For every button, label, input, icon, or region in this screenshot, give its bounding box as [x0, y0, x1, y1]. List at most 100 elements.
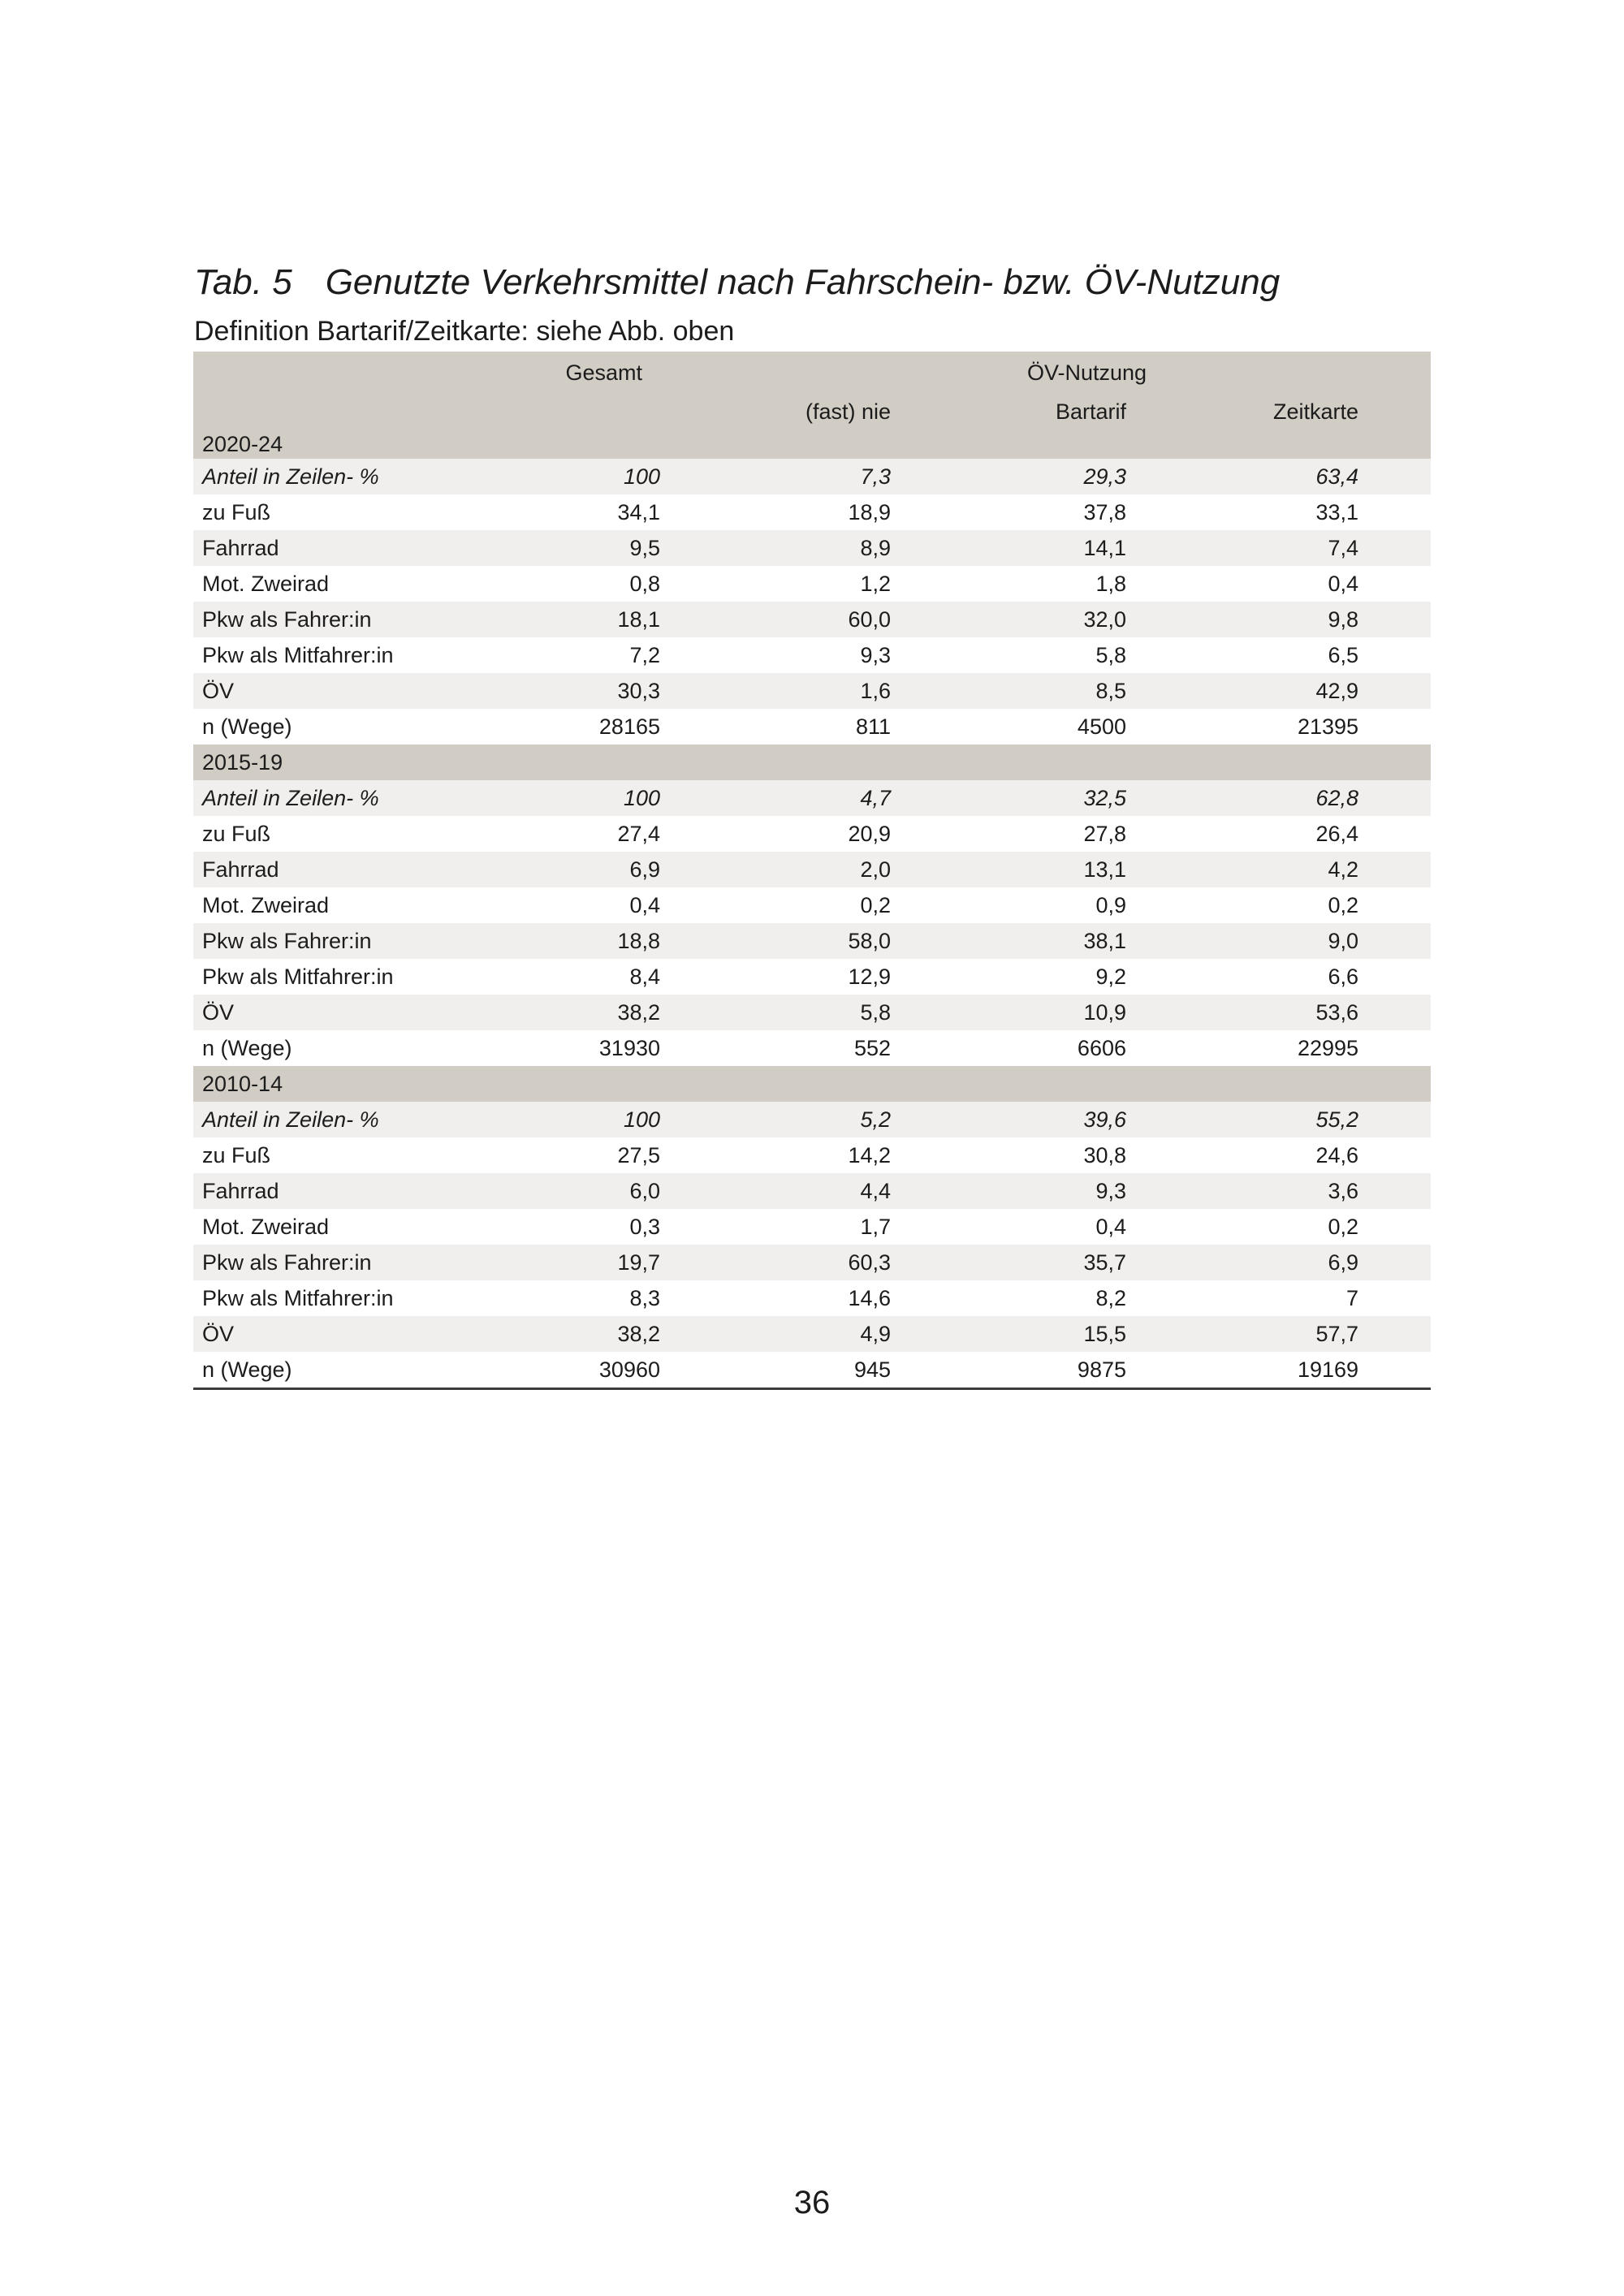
- row-label: Pkw als Mitfahrer:in: [202, 1285, 394, 1310]
- page-number: 36: [793, 2185, 831, 2220]
- cell-value: 8,4: [629, 964, 660, 989]
- cell-value: 9,3: [860, 642, 891, 667]
- cell-value: 60,0: [660, 602, 891, 637]
- table-row: Anteil in Zeilen- % 100 7,3 29,3 63,4: [193, 459, 1432, 494]
- cell-value: 4,9: [660, 1316, 891, 1352]
- table-row: Fahrrad 6,0 4,4 9,3 3,6: [193, 1173, 1432, 1209]
- section-header-row: 2015-19: [193, 744, 1432, 780]
- row-label: Fahrrad: [193, 852, 429, 887]
- cell-value: 4,4: [660, 1173, 891, 1209]
- table-caption: Tab. 5 Genutzte Verkehrsmittel nach Fahrs…: [194, 265, 1280, 300]
- header-empty-cell: [429, 394, 660, 429]
- cell-value: 1,7: [860, 1214, 891, 1239]
- table-caption-number: Tab. 5: [194, 262, 292, 302]
- table-row: ÖV 38,2 4,9 15,5 57,7: [193, 1316, 1432, 1352]
- cell-value: 27,5: [617, 1142, 660, 1167]
- cell-value: 32,0: [891, 602, 1126, 637]
- cell-value: 4,2: [1126, 852, 1432, 887]
- cell-value: 6,0: [429, 1173, 660, 1209]
- cell-value: 0,4: [1095, 1214, 1126, 1239]
- row-label: Mot. Zweirad: [202, 892, 330, 917]
- cell-value: 9,3: [891, 1173, 1126, 1209]
- cell-value: 7,4: [1126, 530, 1432, 566]
- data-table: Gesamt ÖV-Nutzung (fast) nie Bartarif Ze…: [193, 352, 1432, 1390]
- row-label: zu Fuß: [202, 821, 271, 846]
- cell-value: 58,0: [660, 923, 891, 959]
- table-caption-title: Genutzte Verkehrsmittel nach Fahrschein-…: [325, 262, 1281, 302]
- cell-value: 62,8: [1126, 780, 1432, 816]
- cell-value: 100: [429, 1102, 660, 1137]
- table-row: Fahrrad 6,9 2,0 13,1 4,2: [193, 852, 1432, 887]
- cell-value: 15,5: [891, 1316, 1126, 1352]
- section-period-label: 2020-24: [193, 429, 429, 459]
- cell-value: 13,1: [891, 852, 1126, 887]
- cell-value: 1,2: [860, 571, 891, 596]
- cell-value: 100: [429, 459, 660, 494]
- table-row: Fahrrad 9,5 8,9 14,1 7,4: [193, 530, 1432, 566]
- table-row: n (Wege) 28165 811 4500 21395: [193, 709, 1431, 744]
- row-label: Pkw als Fahrer:in: [193, 1245, 429, 1280]
- row-label: n (Wege): [202, 714, 292, 739]
- cell-value: 0,8: [629, 571, 660, 596]
- cell-value: 0,3: [629, 1214, 660, 1239]
- row-label: Fahrrad: [193, 1173, 429, 1209]
- cell-value: 100: [429, 780, 660, 816]
- cell-value: 28165: [598, 714, 660, 739]
- table-row: zu Fuß 27,4 20,9 27,8 26,4: [193, 816, 1431, 852]
- table-row: zu Fuß 27,5 14,2 30,8 24,6: [193, 1137, 1431, 1173]
- table-row: Pkw als Mitfahrer:in 7,2 9,3 5,8 6,5: [193, 637, 1431, 673]
- cell-value: 10,9: [891, 995, 1126, 1030]
- row-label: zu Fuß: [202, 499, 271, 524]
- cell-value: 38,2: [429, 995, 660, 1030]
- row-label: Anteil in Zeilen- %: [193, 780, 429, 816]
- cell-value: 7: [1346, 1285, 1359, 1310]
- cell-value: 6,5: [1328, 642, 1359, 667]
- cell-value: 4500: [1077, 714, 1126, 739]
- row-label: Fahrrad: [193, 530, 429, 566]
- cell-value: 6,9: [1126, 1245, 1432, 1280]
- cell-value: 57,7: [1126, 1316, 1432, 1352]
- table-row: Pkw als Mitfahrer:in 8,4 12,9 9,2 6,6: [193, 959, 1431, 995]
- table-row: zu Fuß 34,1 18,9 37,8 33,1: [193, 494, 1431, 530]
- cell-value: 6,6: [1328, 964, 1359, 989]
- cell-value: 8,3: [629, 1285, 660, 1310]
- cell-value: 945: [853, 1357, 891, 1382]
- cell-value: 31930: [598, 1035, 660, 1060]
- cell-value: 1,6: [660, 673, 891, 709]
- column-group-oev-nutzung: ÖV-Nutzung: [660, 352, 1432, 394]
- table-row: Anteil in Zeilen- % 100 4,7 32,5 62,8: [193, 780, 1432, 816]
- row-label: zu Fuß: [202, 1142, 271, 1167]
- table-row: n (Wege) 31930 552 6606 22995: [193, 1030, 1431, 1066]
- cell-value: 30960: [598, 1357, 660, 1382]
- cell-value: 0,2: [1328, 892, 1359, 917]
- cell-value: 5,8: [660, 995, 891, 1030]
- cell-value: 4,7: [660, 780, 891, 816]
- cell-value: 7,3: [660, 459, 891, 494]
- cell-value: 19169: [1297, 1357, 1359, 1382]
- cell-value: 2,0: [660, 852, 891, 887]
- row-label: Pkw als Mitfahrer:in: [202, 964, 394, 989]
- row-label: Mot. Zweirad: [202, 571, 330, 596]
- column-header-bartarif: Bartarif: [891, 394, 1126, 429]
- cell-value: 35,7: [891, 1245, 1126, 1280]
- cell-value: 53,6: [1126, 995, 1432, 1030]
- cell-value: 9,0: [1126, 923, 1432, 959]
- cell-value: 811: [855, 714, 891, 739]
- cell-value: 33,1: [1315, 499, 1359, 524]
- cell-value: 29,3: [891, 459, 1126, 494]
- table-row: Pkw als Fahrer:in 19,7 60,3 35,7 6,9: [193, 1245, 1432, 1280]
- section-period-label: 2015-19: [193, 744, 1432, 780]
- cell-value: 14,1: [891, 530, 1126, 566]
- row-label: ÖV: [193, 995, 429, 1030]
- cell-value: 30,8: [1083, 1142, 1126, 1167]
- header-empty-cell: [429, 429, 1432, 459]
- cell-value: 20,9: [848, 821, 891, 846]
- cell-value: 7,2: [629, 642, 660, 667]
- row-label: n (Wege): [202, 1035, 292, 1060]
- cell-value: 12,9: [848, 964, 891, 989]
- row-label: Pkw als Fahrer:in: [193, 602, 429, 637]
- cell-value: 8,5: [891, 673, 1126, 709]
- table-row: Pkw als Mitfahrer:in 8,3 14,6 8,2 7: [193, 1280, 1431, 1316]
- cell-value: 18,9: [848, 499, 891, 524]
